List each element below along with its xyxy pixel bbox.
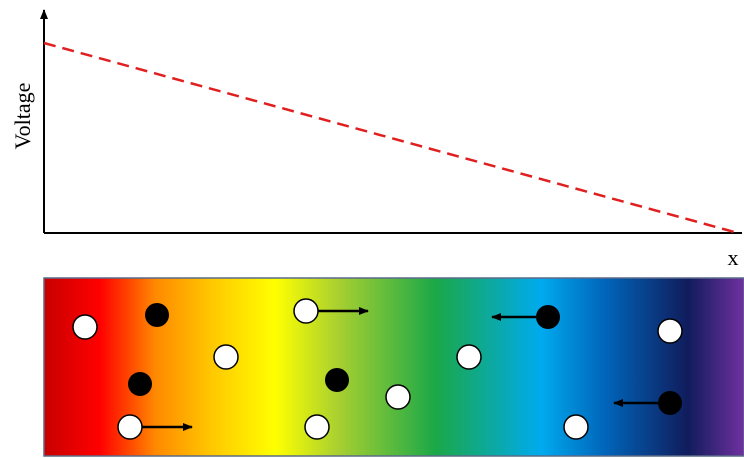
diagram: Voltage x xyxy=(0,0,744,458)
y-axis-label: Voltage xyxy=(10,83,35,150)
hole xyxy=(386,385,410,409)
page: Voltage x (() => { const xyxy=(0,0,744,458)
electron xyxy=(536,305,560,329)
electron xyxy=(325,368,349,392)
hole xyxy=(294,299,318,323)
semiconductor-bar xyxy=(44,278,744,456)
hole xyxy=(305,415,329,439)
hole xyxy=(564,415,588,439)
gradient-region xyxy=(44,278,744,456)
hole xyxy=(214,345,238,369)
electron xyxy=(658,391,682,415)
axes: Voltage x xyxy=(10,10,742,270)
hole xyxy=(658,319,682,343)
electron xyxy=(145,303,169,327)
hole xyxy=(118,415,142,439)
electron xyxy=(128,372,152,396)
voltage-line xyxy=(44,43,738,233)
x-axis-label: x xyxy=(728,245,739,270)
hole xyxy=(457,345,481,369)
hole xyxy=(73,315,97,339)
